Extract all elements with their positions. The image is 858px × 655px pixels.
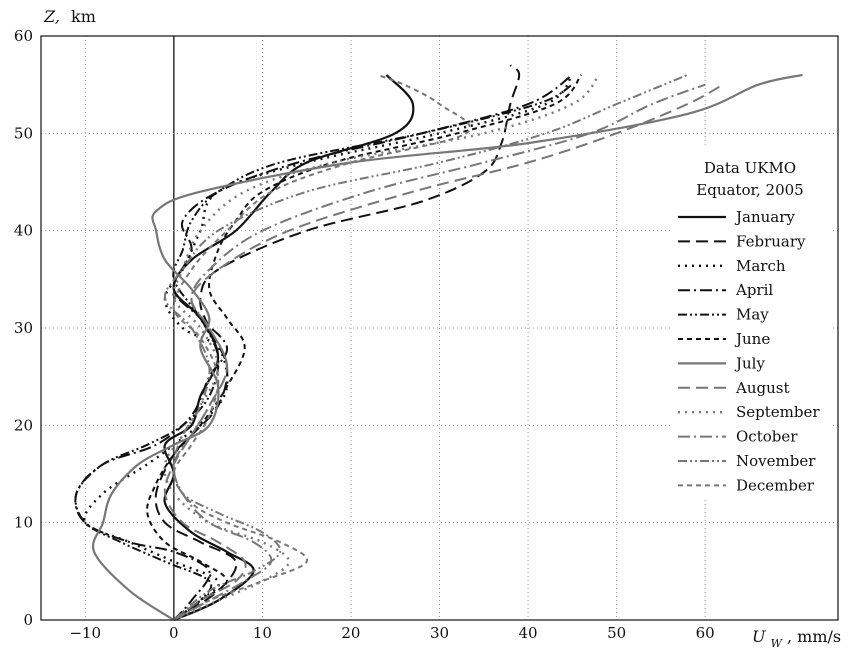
x-tick-label: 20 xyxy=(341,624,360,642)
y-tick-label: 60 xyxy=(14,27,33,45)
legend-label-june: June xyxy=(734,330,770,348)
legend-label-january: January xyxy=(734,208,795,226)
y-tick-label: 50 xyxy=(14,124,33,142)
y-tick-label: 0 xyxy=(23,611,33,629)
y-axis-variable: Z, xyxy=(43,7,60,26)
series-line-march xyxy=(83,74,574,621)
y-tick-label: 30 xyxy=(14,319,33,337)
series-line-june xyxy=(146,74,583,621)
series-line-october xyxy=(172,83,706,621)
y-axis-unit: km xyxy=(71,7,96,26)
series-line-february xyxy=(154,64,521,621)
legend-label-march: March xyxy=(736,257,786,275)
legend-background xyxy=(670,148,830,500)
tick-labels: −10 0 10 20 30 40 50 60 0 10 20 30 40 50 60 xyxy=(14,27,715,642)
x-axis-label: U W , mm/s xyxy=(752,627,841,651)
y-tick-label: 10 xyxy=(14,514,33,532)
legend-title-line-2: Equator, 2005 xyxy=(696,181,803,199)
x-tick-label: 30 xyxy=(430,624,449,642)
legend-label-july: July xyxy=(734,354,765,372)
x-tick-label: 50 xyxy=(607,624,626,642)
legend-label-november: November xyxy=(736,452,816,470)
legend-items: January February March April May June July Augu… xyxy=(678,208,820,494)
x-tick-label: 0 xyxy=(169,624,179,642)
series-line-may xyxy=(74,83,573,621)
series-line-august xyxy=(163,83,724,621)
x-axis-variable: U xyxy=(752,627,766,646)
legend-title-line-1: Data UKMO xyxy=(704,159,796,177)
legend-label-may: May xyxy=(736,306,769,324)
series-lines xyxy=(74,64,803,622)
x-tick-label: 10 xyxy=(253,624,272,642)
x-tick-label: −10 xyxy=(69,624,101,642)
legend-label-april: April xyxy=(735,281,773,299)
legend: Data UKMO Equator, 2005 January February M… xyxy=(670,148,830,500)
series-line-july xyxy=(91,73,803,621)
legend-label-september: September xyxy=(736,403,820,421)
x-tick-label: 60 xyxy=(696,624,715,642)
x-axis-subscript: W xyxy=(771,637,784,650)
y-tick-label: 20 xyxy=(14,416,33,434)
y-tick-label: 40 xyxy=(14,222,33,240)
x-axis-unit: , mm/s xyxy=(787,627,841,646)
legend-label-december: December xyxy=(736,476,815,494)
plot-frame xyxy=(40,35,839,621)
legend-label-february: February xyxy=(736,232,806,250)
x-tick-label: 40 xyxy=(519,624,538,642)
series-line-november xyxy=(163,73,688,621)
series-line-september xyxy=(163,74,600,622)
series-line-december xyxy=(172,73,471,621)
y-axis-label: Z, km xyxy=(43,7,96,26)
legend-label-october: October xyxy=(736,428,798,446)
legend-label-august: August xyxy=(735,379,789,397)
